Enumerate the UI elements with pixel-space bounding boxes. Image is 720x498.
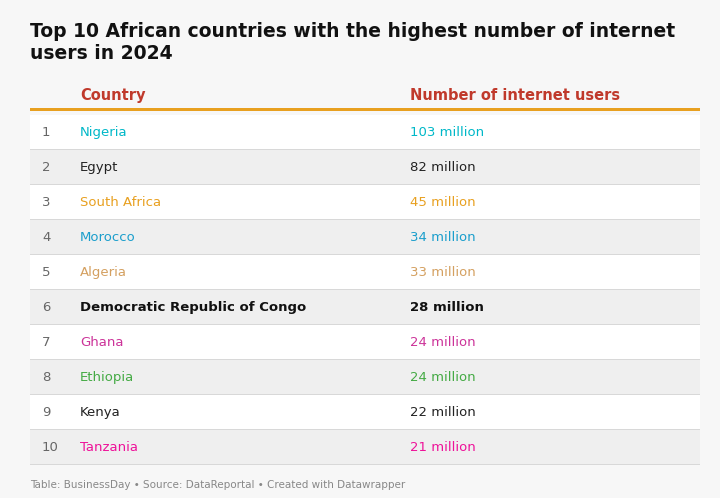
Bar: [30, 289, 700, 290]
Bar: [30, 359, 700, 360]
Bar: [30, 325, 700, 360]
Text: Nigeria: Nigeria: [80, 126, 127, 139]
Text: Algeria: Algeria: [80, 266, 127, 279]
Text: Ethiopia: Ethiopia: [80, 371, 134, 384]
Text: 82 million: 82 million: [410, 161, 476, 174]
Text: 10: 10: [42, 441, 59, 454]
Bar: [30, 360, 700, 395]
Text: Democratic Republic of Congo: Democratic Republic of Congo: [80, 301, 306, 314]
Text: Ghana: Ghana: [80, 336, 124, 349]
Text: 4: 4: [42, 231, 50, 244]
Bar: [30, 395, 700, 430]
Text: 6: 6: [42, 301, 50, 314]
Text: South Africa: South Africa: [80, 196, 161, 209]
Text: 3: 3: [42, 196, 50, 209]
Text: 5: 5: [42, 266, 50, 279]
Bar: [30, 150, 700, 185]
Bar: [30, 220, 700, 255]
Text: 24 million: 24 million: [410, 371, 476, 384]
Text: 22 million: 22 million: [410, 406, 476, 419]
Bar: [30, 184, 700, 185]
Text: 21 million: 21 million: [410, 441, 476, 454]
Bar: [30, 324, 700, 325]
Bar: [30, 290, 700, 325]
Bar: [30, 464, 700, 465]
Bar: [30, 108, 700, 111]
Text: Kenya: Kenya: [80, 406, 121, 419]
Bar: [30, 219, 700, 220]
Text: 9: 9: [42, 406, 50, 419]
Bar: [30, 429, 700, 430]
Text: Country: Country: [80, 88, 145, 103]
Bar: [30, 115, 700, 150]
Text: 7: 7: [42, 336, 50, 349]
Text: 8: 8: [42, 371, 50, 384]
Text: 33 million: 33 million: [410, 266, 476, 279]
Text: 45 million: 45 million: [410, 196, 476, 209]
Text: Top 10 African countries with the highest number of internet: Top 10 African countries with the highes…: [30, 22, 675, 41]
Bar: [30, 149, 700, 150]
Text: 24 million: 24 million: [410, 336, 476, 349]
Text: users in 2024: users in 2024: [30, 44, 173, 63]
Text: 28 million: 28 million: [410, 301, 484, 314]
Text: 2: 2: [42, 161, 50, 174]
Text: Egypt: Egypt: [80, 161, 118, 174]
Text: 34 million: 34 million: [410, 231, 476, 244]
Bar: [30, 430, 700, 465]
Text: Morocco: Morocco: [80, 231, 136, 244]
Bar: [30, 185, 700, 220]
Bar: [30, 255, 700, 290]
Text: 103 million: 103 million: [410, 126, 484, 139]
Bar: [30, 254, 700, 255]
Text: Number of internet users: Number of internet users: [410, 88, 620, 103]
Text: Tanzania: Tanzania: [80, 441, 138, 454]
Bar: [30, 394, 700, 395]
Text: 1: 1: [42, 126, 50, 139]
Text: Table: BusinessDay • Source: DataReportal • Created with Datawrapper: Table: BusinessDay • Source: DataReporta…: [30, 480, 405, 490]
